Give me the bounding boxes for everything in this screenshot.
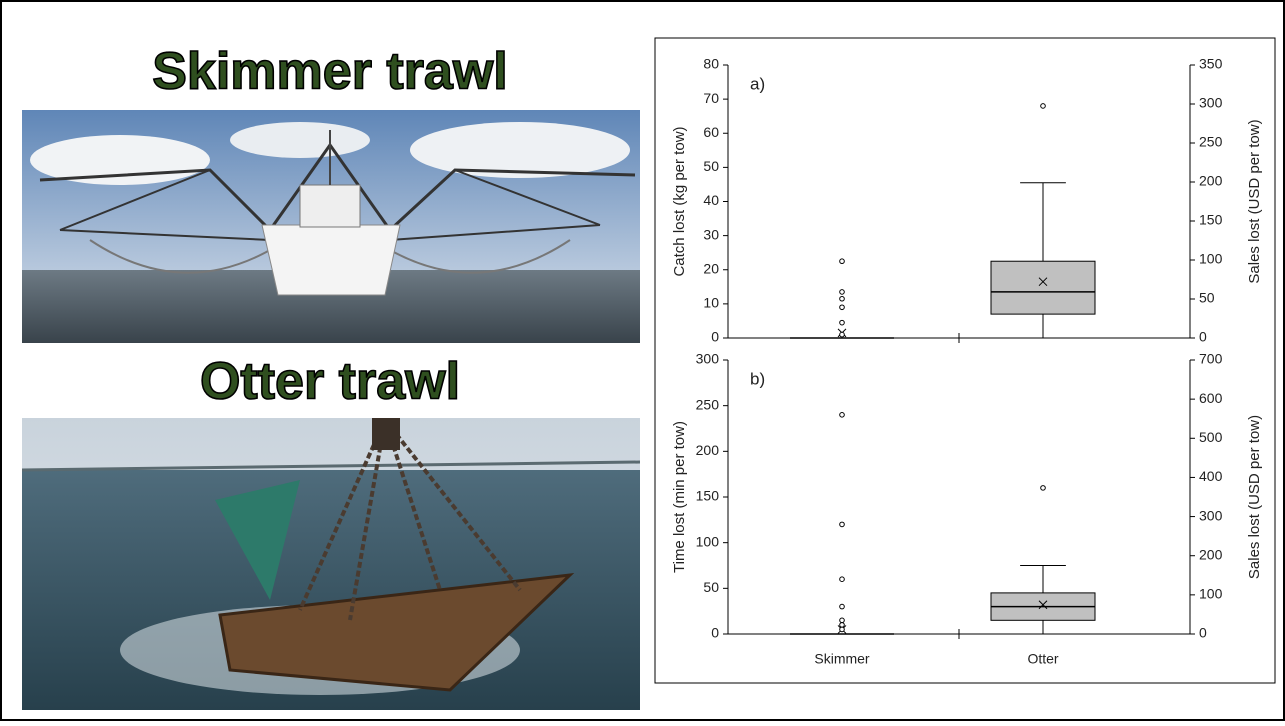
y2-axis-label: Sales lost (USD per tow) xyxy=(1246,415,1263,579)
y-tick-label: 200 xyxy=(696,442,720,458)
y2-tick-label: 300 xyxy=(1199,507,1223,523)
y-tick-label: 30 xyxy=(703,226,719,242)
outlier xyxy=(839,622,845,628)
mean-marker xyxy=(1038,277,1048,287)
y2-tick-label: 200 xyxy=(1199,173,1223,189)
panel-label: a) xyxy=(750,74,765,93)
outlier xyxy=(839,319,845,326)
y-tick-label: 10 xyxy=(703,295,719,311)
y-tick-label: 60 xyxy=(703,124,719,140)
outlier xyxy=(839,331,845,338)
y-tick-label: 150 xyxy=(696,488,720,504)
y-tick-label: 20 xyxy=(703,260,719,276)
photo-title: Skimmer trawl xyxy=(152,43,508,101)
outlier xyxy=(839,626,845,633)
otter-photo xyxy=(21,418,641,710)
y-tick-label: 300 xyxy=(696,351,720,367)
y2-tick-label: 0 xyxy=(1199,625,1207,641)
outlier xyxy=(839,289,845,295)
outlier xyxy=(839,576,845,583)
outlier xyxy=(839,304,845,311)
y-tick-label: 50 xyxy=(703,579,719,595)
x-tick-label: Skimmer xyxy=(814,651,870,667)
chart-frame xyxy=(654,37,1276,684)
y2-tick-label: 700 xyxy=(1199,351,1223,367)
outlier xyxy=(839,412,845,418)
outlier xyxy=(839,521,845,528)
mean-marker xyxy=(1038,600,1048,610)
outlier xyxy=(839,603,845,610)
y2-tick-label: 200 xyxy=(1199,546,1223,562)
y2-tick-label: 300 xyxy=(1199,95,1223,111)
y-axis-label: Catch lost (kg per tow) xyxy=(671,126,688,276)
y2-tick-label: 350 xyxy=(1199,56,1223,72)
skimmer-photo xyxy=(22,110,640,343)
box xyxy=(990,260,1096,315)
y2-tick-label: 250 xyxy=(1199,134,1223,150)
outlier xyxy=(839,295,845,302)
y-tick-label: 250 xyxy=(696,396,720,412)
y-tick-label: 100 xyxy=(696,533,720,549)
y2-tick-label: 0 xyxy=(1199,329,1207,345)
y-axis-label: Time lost (min per tow) xyxy=(671,421,688,573)
y-tick-label: 0 xyxy=(711,625,719,641)
y2-tick-label: 100 xyxy=(1199,251,1223,267)
x-tick-label: Otter xyxy=(1027,651,1058,667)
y-tick-label: 50 xyxy=(703,158,719,174)
outlier xyxy=(1040,103,1046,109)
y2-tick-label: 400 xyxy=(1199,468,1223,484)
y2-tick-label: 150 xyxy=(1199,212,1223,228)
y2-tick-label: 500 xyxy=(1199,429,1223,445)
y-tick-label: 0 xyxy=(711,329,719,345)
y2-tick-label: 600 xyxy=(1199,390,1223,406)
panel-label: b) xyxy=(750,369,765,388)
y-tick-label: 70 xyxy=(703,90,719,106)
outlier xyxy=(839,258,845,265)
y-tick-label: 80 xyxy=(703,56,719,72)
photo-title: Otter trawl xyxy=(200,353,460,411)
y2-tick-label: 50 xyxy=(1199,290,1215,306)
y-tick-label: 40 xyxy=(703,192,719,208)
outlier xyxy=(1040,485,1046,491)
y2-tick-label: 100 xyxy=(1199,586,1223,602)
y2-axis-label: Sales lost (USD per tow) xyxy=(1246,119,1263,283)
outlier xyxy=(839,617,845,624)
